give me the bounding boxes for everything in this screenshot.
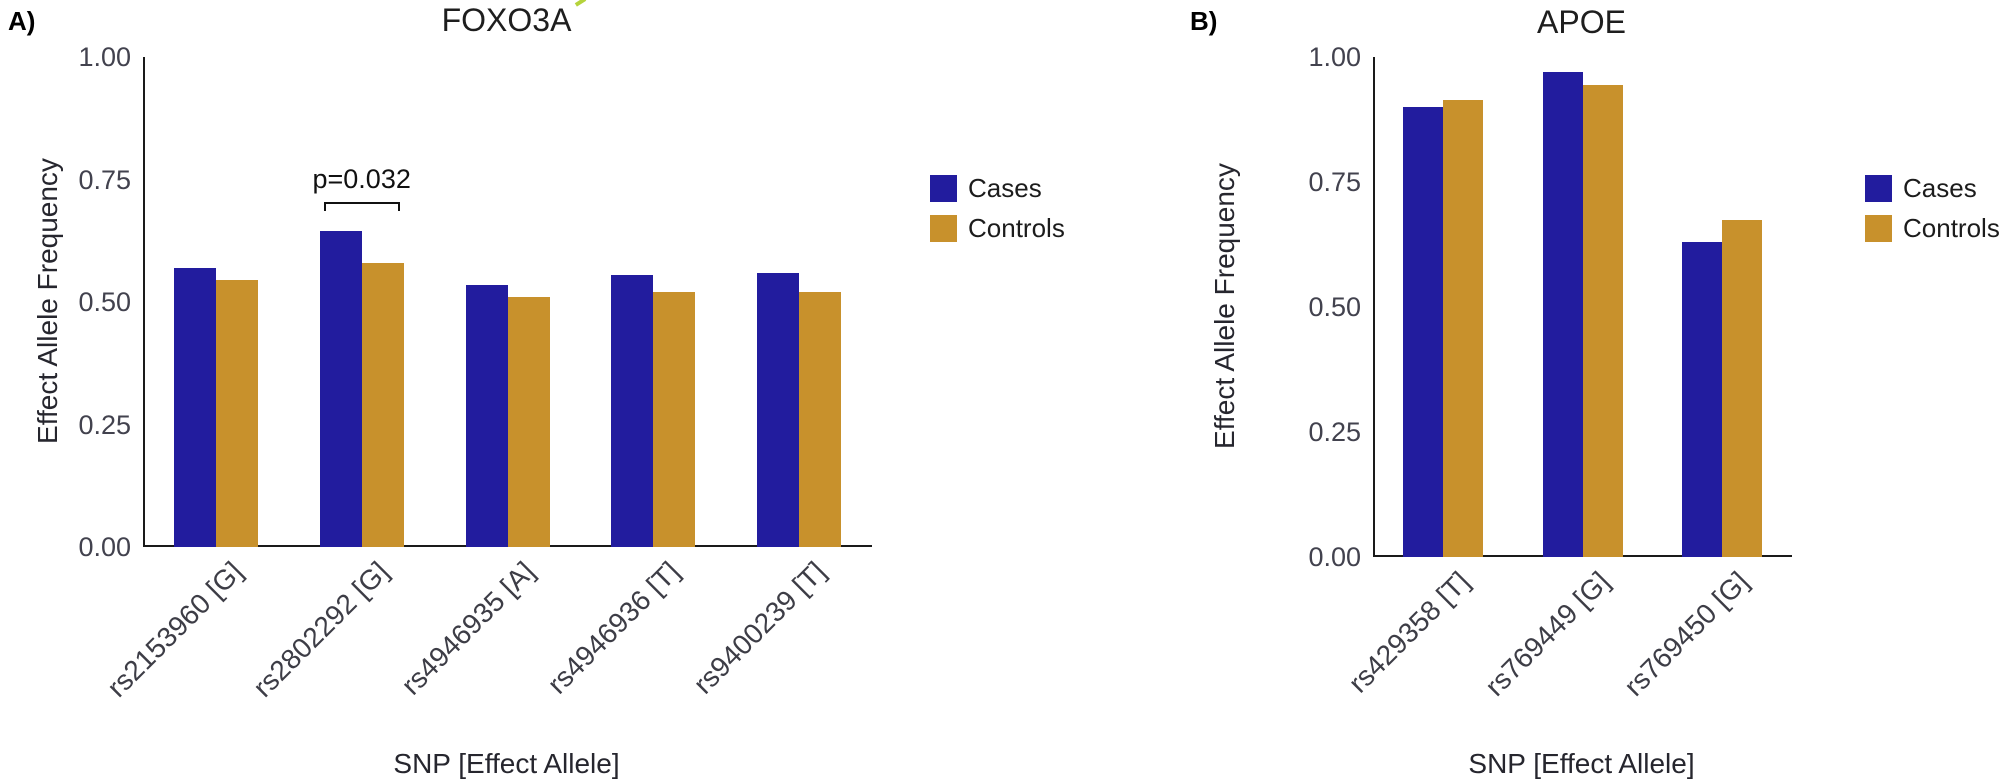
legend-item-controls: Controls xyxy=(1865,213,2000,244)
x-axis-title: SNP [Effect Allele] xyxy=(1468,748,1695,779)
legend-swatch-controls xyxy=(1865,215,1892,242)
legend-item-cases: Cases xyxy=(1865,173,2000,204)
bar-cases xyxy=(1402,107,1443,557)
legend-swatch-cases xyxy=(1865,175,1892,202)
y-tick-label: 1.00 xyxy=(78,42,131,72)
y-tick-label: 0.75 xyxy=(1308,167,1361,197)
panel-a-label: A) xyxy=(8,6,36,36)
bar-controls xyxy=(1722,219,1763,557)
y-tick-label: 0.00 xyxy=(78,532,131,562)
bar-controls xyxy=(1442,99,1483,557)
legend-item-controls: Controls xyxy=(930,213,1065,244)
bar-controls xyxy=(361,262,404,547)
bar-cases xyxy=(1682,242,1723,557)
bar-cases xyxy=(1542,72,1583,557)
bar-controls xyxy=(215,279,258,547)
y-tick-label: 0.50 xyxy=(78,287,131,317)
x-axis-title: SNP [Effect Allele] xyxy=(393,748,620,779)
y-tick-label: 0.50 xyxy=(1308,292,1361,322)
legend: Cases Controls xyxy=(1865,173,2000,244)
panel-b: B) APOE Effect Allele Frequency SNP [Eff… xyxy=(1130,0,2000,783)
legend: Cases Controls xyxy=(930,173,1065,244)
bar-cases xyxy=(319,230,362,547)
legend-item-cases: Cases xyxy=(930,173,1065,204)
y-tick-label: 1.00 xyxy=(1308,42,1361,72)
p-value-annotation: p=0.032 xyxy=(312,163,411,194)
y-tick-label: 0.00 xyxy=(1308,542,1361,572)
chart-title-foxo3a: FOXO3A xyxy=(441,2,572,38)
legend-label-controls: Controls xyxy=(1903,213,2000,243)
legend-swatch-controls xyxy=(930,215,957,242)
bar-controls xyxy=(507,297,550,547)
panel-b-label: B) xyxy=(1190,6,1218,36)
bar-cases xyxy=(757,272,800,547)
legend-label-controls: Controls xyxy=(968,213,1065,243)
bar-cases xyxy=(173,267,216,547)
bar-cases xyxy=(465,284,508,547)
legend-label-cases: Cases xyxy=(968,173,1042,203)
chart-title-apoe: APOE xyxy=(1537,4,1626,40)
bar-controls xyxy=(653,292,696,547)
y-tick-label: 0.25 xyxy=(1308,417,1361,447)
panel-a: A) FOXO3A Effect Allele Frequency SNP [E… xyxy=(8,2,1065,779)
y-tick-label: 0.25 xyxy=(78,409,131,440)
y-tick-label: 0.75 xyxy=(78,164,131,195)
bar-cases xyxy=(611,275,654,547)
bar-controls xyxy=(799,292,842,547)
legend-swatch-cases xyxy=(930,175,957,202)
legend-label-cases: Cases xyxy=(1903,173,1977,203)
bar-controls xyxy=(1582,84,1623,557)
significance-bracket xyxy=(323,201,400,211)
